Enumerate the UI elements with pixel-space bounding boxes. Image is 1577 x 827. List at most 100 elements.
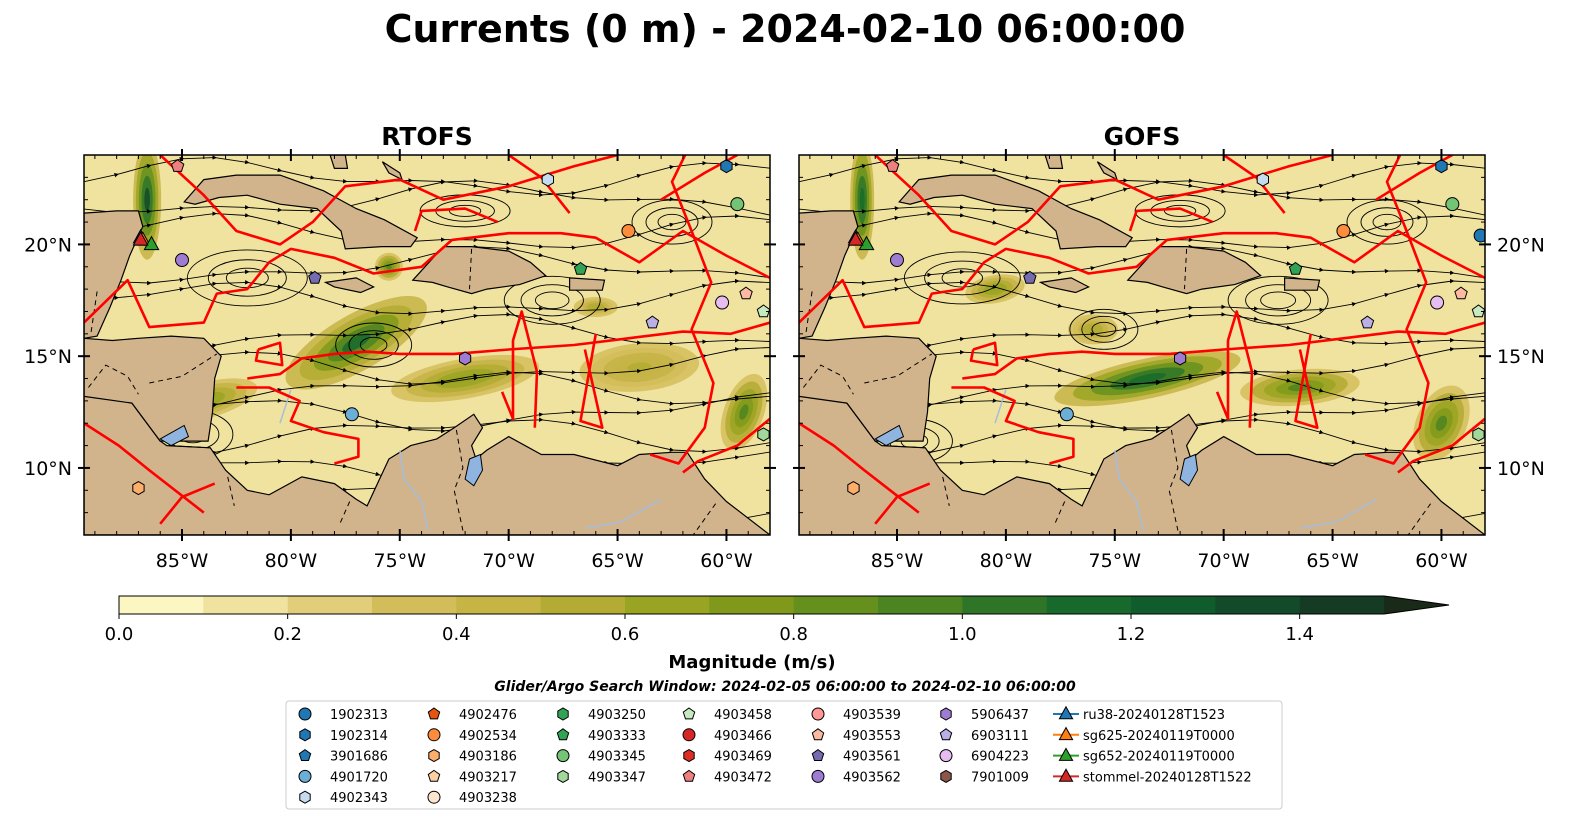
y-tick-label: 20°N [1497,234,1545,256]
glider-marker-stommel-20240128T1522 [847,231,864,246]
glider-argo-track [1294,333,1319,430]
glider-argo-track [1215,310,1254,428]
legend-entry-4902343: 4902343 [299,790,388,806]
y-tick-label: 10°N [1497,458,1545,480]
land-area [1283,277,1321,291]
colorbar-step [709,596,795,614]
legend-argo-icon [427,769,441,782]
colorbar-step [456,596,542,614]
colorbar-step [372,596,457,614]
legend-label: 4903466 [714,729,772,744]
argo-marker-6904223 [715,295,730,310]
land-area [568,277,606,291]
legend-argo-icon [427,728,441,742]
glider-marker-sg652-20240119T0000 [858,235,875,251]
lake [159,424,190,447]
x-tick-label: 65°W [591,550,644,572]
eddy-streamline [1360,207,1414,237]
streamline [799,278,1485,317]
streamline [84,211,770,250]
glider-argo-track [1397,417,1485,474]
eddy-streamline [645,207,699,237]
land-area [84,210,144,339]
x-tick-label: 65°W [1306,550,1359,572]
legend-entry-1902313: 1902313 [298,707,388,723]
legend-glider-icon [1058,726,1074,741]
glider-argo-track [500,310,539,428]
country-border [168,445,211,449]
legend-label: 4903562 [843,770,901,785]
land-area [183,174,419,250]
legend-entry-4901720: 4901720 [298,769,388,785]
legend-label: stommel-20240128T1522 [1083,770,1252,785]
land-area [799,335,937,442]
legend-entry-6903111: 6903111 [939,728,1029,744]
eddy-streamline [186,249,308,307]
eddy-streamline [1346,199,1428,245]
colorbar-extend-arrow [1384,596,1449,614]
legend-label: 6903111 [971,729,1029,744]
x-tick-label: 80°W [265,550,318,572]
country-border [469,248,473,290]
eddy-streamline [1069,308,1139,350]
country-border [864,353,933,384]
argo-marker-4903345 [730,197,745,212]
country-border [1269,534,1270,535]
search-window-text: Glider/Argo Search Window: 2024-02-05 06… [494,679,1076,695]
argo-marker-4901720 [344,407,359,422]
river [584,498,662,530]
argo-marker-4902534 [1336,224,1351,238]
legend-argo-icon [682,769,696,782]
speed-contour [859,187,865,212]
argo-marker-4903561 [1023,270,1037,284]
map-frame-gofs [798,154,1486,536]
legend-argo-icon [427,707,441,720]
argo-marker-4903472 [885,159,900,172]
legend-argo-icon [427,790,441,804]
legend-label: 4903561 [843,750,901,765]
legend-argo-icon [940,707,952,721]
x-tick-label: 70°W [482,550,535,572]
eddy-streamline [448,204,482,217]
colorbar-frame [118,595,1450,615]
eddy-streamline [657,213,687,231]
legend-entry-4903333: 4903333 [556,728,646,744]
country-border [1053,501,1066,527]
legend-label: 1902314 [330,729,388,744]
colorbar-step [962,596,1048,614]
colorbar-step [878,596,963,614]
country-border [883,445,926,449]
legend-entry-4903217: 4903217 [427,769,517,785]
streamline [84,155,770,198]
glider-argo-track [951,386,1075,465]
glider-argo-track [159,155,618,246]
streamline [84,278,770,317]
country-border [692,503,717,535]
colorbar: 0.0 0.2 0.4 0.6 0.8 1.0 1.2 1.4 Magnitude (m/s) [105,595,1450,673]
eddy-streamline [348,330,399,360]
argo-marker-4903553 [739,286,753,300]
argo-marker-4902343 [1256,172,1269,187]
river [399,449,429,531]
glider-argo-track [84,229,770,329]
legend-argo-icon [298,748,312,761]
legend-entry-4903562: 4903562 [811,769,901,785]
argo-marker-1902314 [720,159,733,174]
legend-label: 4902343 [330,791,388,806]
legend-entry-4903186: 4903186 [428,749,517,765]
legend-argo-icon [556,728,570,741]
lake [464,453,484,487]
country-border [338,501,351,527]
glider-argo-track [799,229,1485,329]
country-border [453,429,464,531]
argo-marker-6903111 [645,315,660,329]
legend-label: 4903217 [459,770,517,785]
legend-argo-icon [298,769,312,783]
glider-argo-track [1128,207,1214,232]
colorbar-step [625,596,710,614]
river [1114,449,1144,531]
legend-label: 4903250 [588,708,646,723]
legend-entry-4903469: 4903469 [683,749,772,765]
land-area [1126,246,1262,295]
